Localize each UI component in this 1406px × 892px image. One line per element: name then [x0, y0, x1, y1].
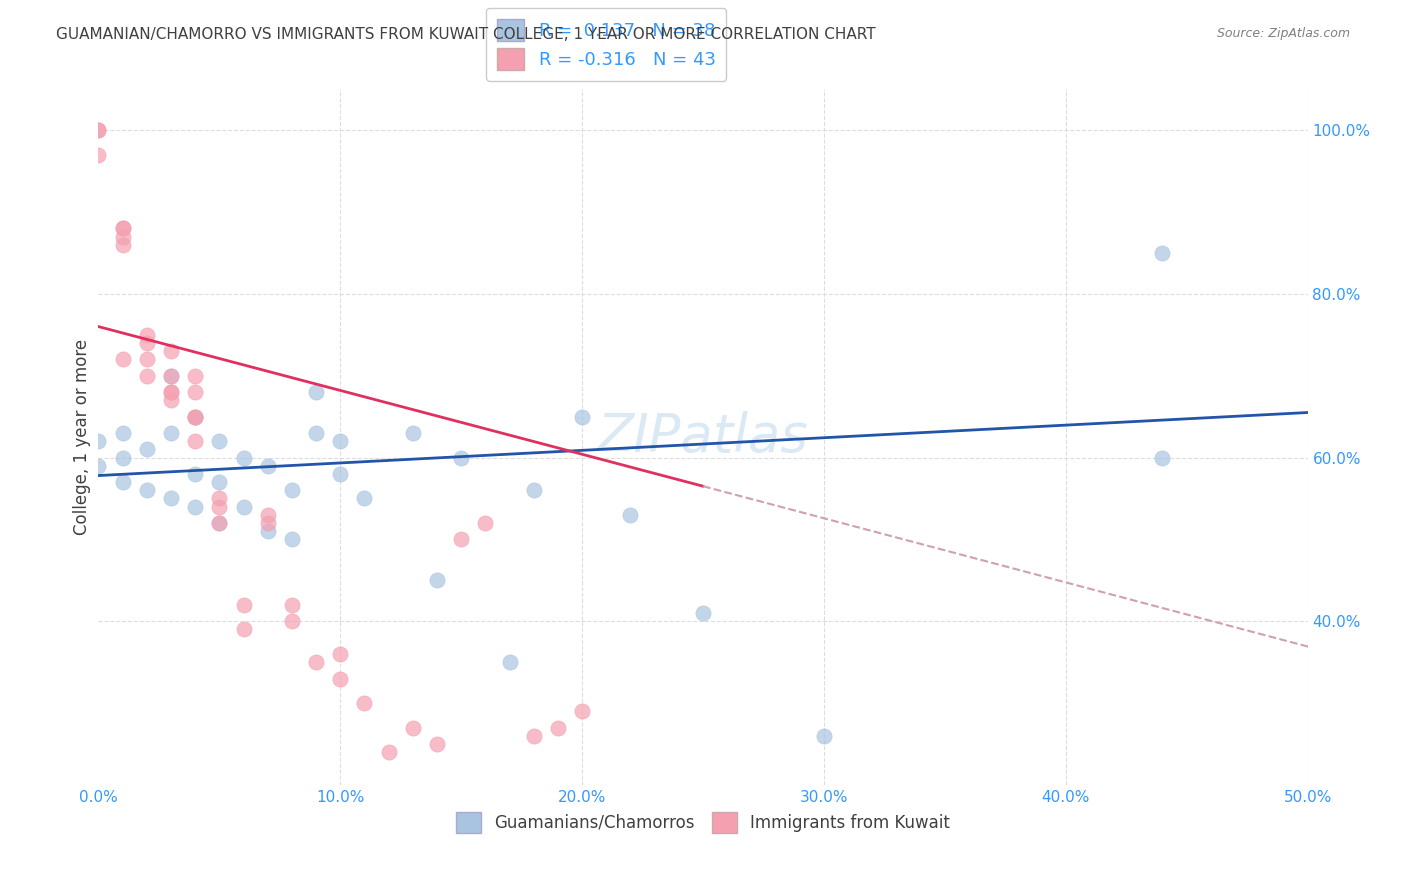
Point [208, 475, 231, 489]
Point [571, 409, 593, 424]
Point [111, 352, 134, 367]
Point [111, 221, 134, 235]
Point [305, 655, 328, 669]
Point [184, 385, 207, 400]
Point [184, 467, 207, 481]
Legend: Guamanians/Chamorros, Immigrants from Kuwait: Guamanians/Chamorros, Immigrants from Ku… [450, 805, 956, 839]
Point [474, 516, 496, 530]
Point [232, 450, 254, 465]
Point [87, 147, 110, 161]
Point [281, 614, 304, 628]
Point [111, 237, 134, 252]
Point [135, 483, 157, 498]
Point [692, 606, 714, 620]
Point [208, 491, 231, 506]
Point [353, 696, 375, 710]
Point [160, 393, 183, 408]
Point [256, 458, 278, 473]
Point [232, 598, 254, 612]
Point [111, 450, 134, 465]
Point [450, 533, 472, 547]
Point [111, 229, 134, 244]
Point [111, 475, 134, 489]
Point [208, 516, 231, 530]
Point [813, 729, 835, 743]
Point [256, 524, 278, 539]
Text: Source: ZipAtlas.com: Source: ZipAtlas.com [1216, 27, 1350, 40]
Point [184, 409, 207, 424]
Point [184, 409, 207, 424]
Point [256, 516, 278, 530]
Point [160, 344, 183, 359]
Point [256, 508, 278, 522]
Point [353, 491, 375, 506]
Point [184, 434, 207, 449]
Point [184, 368, 207, 383]
Point [160, 385, 183, 400]
Point [281, 533, 304, 547]
Point [1152, 450, 1174, 465]
Point [87, 123, 110, 137]
Y-axis label: College, 1 year or more: College, 1 year or more [73, 339, 91, 535]
Point [135, 335, 157, 350]
Point [184, 500, 207, 514]
Point [571, 704, 593, 718]
Point [281, 483, 304, 498]
Point [1152, 246, 1174, 260]
Point [135, 352, 157, 367]
Text: ZIPatlas: ZIPatlas [598, 411, 808, 463]
Point [87, 123, 110, 137]
Point [377, 745, 399, 759]
Point [135, 442, 157, 457]
Point [329, 647, 352, 661]
Point [135, 327, 157, 342]
Point [232, 623, 254, 637]
Point [160, 368, 183, 383]
Point [619, 508, 641, 522]
Point [135, 368, 157, 383]
Point [523, 483, 546, 498]
Point [305, 425, 328, 440]
Point [402, 721, 425, 735]
Point [426, 737, 449, 751]
Point [305, 385, 328, 400]
Text: GUAMANIAN/CHAMORRO VS IMMIGRANTS FROM KUWAIT COLLEGE, 1 YEAR OR MORE CORRELATION: GUAMANIAN/CHAMORRO VS IMMIGRANTS FROM KU… [56, 27, 876, 42]
Point [160, 425, 183, 440]
Point [402, 425, 425, 440]
Point [450, 450, 472, 465]
Point [329, 434, 352, 449]
Point [523, 729, 546, 743]
Point [547, 721, 569, 735]
Point [426, 574, 449, 588]
Point [208, 500, 231, 514]
Point [329, 672, 352, 686]
Point [87, 458, 110, 473]
Point [160, 385, 183, 400]
Point [111, 221, 134, 235]
Point [498, 655, 520, 669]
Point [160, 368, 183, 383]
Point [160, 491, 183, 506]
Point [111, 425, 134, 440]
Point [281, 598, 304, 612]
Point [184, 409, 207, 424]
Point [87, 434, 110, 449]
Point [208, 434, 231, 449]
Point [208, 516, 231, 530]
Point [329, 467, 352, 481]
Point [232, 500, 254, 514]
